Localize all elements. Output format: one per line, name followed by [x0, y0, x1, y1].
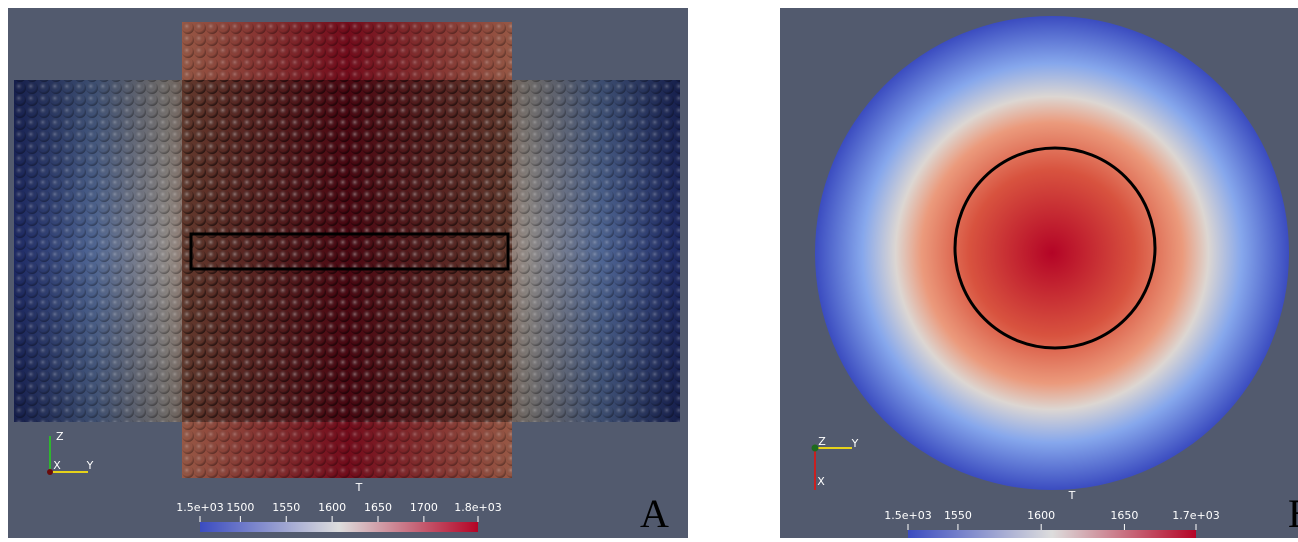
- cross-section-disk: [815, 16, 1289, 490]
- colorbar-tick-label: 1.5e+03: [884, 509, 931, 522]
- axis-label: Y: [86, 459, 94, 472]
- axis-label: Y: [851, 437, 859, 450]
- colorbar-tick-label: 1.8e+03: [454, 501, 501, 514]
- colorbar: [200, 522, 478, 532]
- figure: A Z X Y T 1.5e+03 1.8e+03 1500 1550 1600 1650 1700 B…: [0, 0, 1298, 538]
- colorbar-tick-label: 1600: [1027, 509, 1055, 522]
- colorbar-tick-label: 1550: [944, 509, 972, 522]
- colorbar-tick-label: 1650: [1110, 509, 1138, 522]
- colorbar-title: T: [355, 481, 363, 494]
- axis-x: [47, 469, 53, 475]
- axis-label: X: [817, 475, 825, 488]
- colorbar-tick-label: 1600: [318, 501, 346, 514]
- colorbar-tick-label: 1500: [226, 501, 254, 514]
- colorbar-tick-label: 1650: [364, 501, 392, 514]
- colorbar-tick-label: 1700: [410, 501, 438, 514]
- colorbar-tick-label: 1550: [272, 501, 300, 514]
- sphere-texture: [182, 22, 512, 478]
- axis-label: Z: [56, 430, 64, 443]
- colorbar-title: T: [1068, 489, 1076, 502]
- axis-label: X: [53, 459, 61, 472]
- colorbar-tick-label: 1.7e+03: [1172, 509, 1219, 522]
- panel-label: B: [1288, 491, 1298, 536]
- colorbar-tick-label: 1.5e+03: [176, 501, 223, 514]
- panel-label: A: [640, 491, 669, 536]
- colorbar: [908, 530, 1196, 538]
- axis-label: Z: [818, 435, 826, 448]
